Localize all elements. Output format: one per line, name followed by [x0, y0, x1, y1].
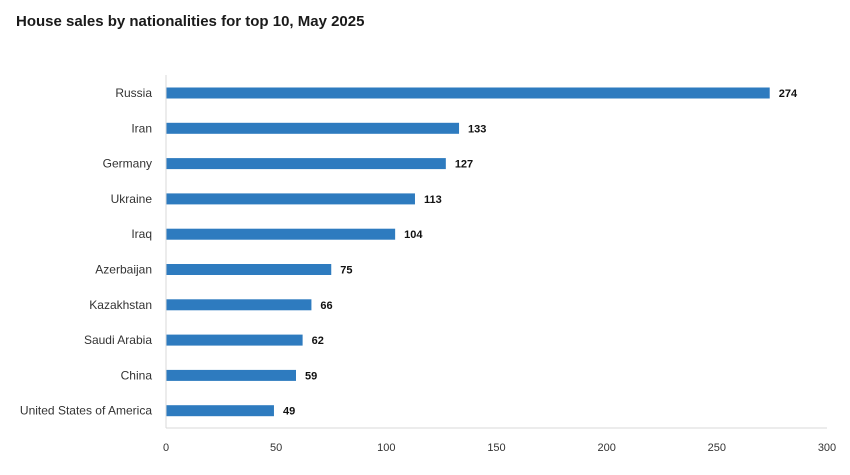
data-label: 75 [340, 265, 352, 277]
data-label: 104 [404, 229, 423, 241]
bar [166, 299, 312, 311]
category-label: China [121, 368, 153, 382]
x-tick-label: 300 [818, 442, 836, 454]
x-tick-label: 100 [377, 442, 395, 454]
data-label: 49 [283, 406, 295, 418]
category-label: Russia [115, 86, 152, 100]
chart-title: House sales by nationalities for top 10,… [16, 13, 365, 30]
category-label: Iran [131, 121, 152, 135]
data-label: 133 [468, 123, 486, 135]
category-label: Azerbaijan [95, 263, 152, 277]
bar [166, 264, 332, 275]
x-tick-label: 150 [487, 442, 505, 454]
x-tick-label: 50 [270, 442, 282, 454]
bar [166, 334, 303, 346]
data-label: 62 [312, 335, 324, 347]
data-label: 113 [424, 194, 442, 206]
bar [166, 228, 396, 240]
category-label: Saudi Arabia [84, 333, 152, 347]
category-label: United States of America [20, 404, 152, 418]
category-labels: Russia Iran Germany Ukraine Iraq Azerbaijan Ka… [20, 86, 152, 418]
bar [166, 193, 415, 205]
data-label: 127 [455, 159, 473, 171]
x-axis: 0 50 100 150 200 250 300 [163, 75, 836, 454]
category-label: Germany [103, 157, 152, 171]
x-tick-label: 250 [708, 442, 726, 454]
category-label: Iraq [131, 227, 152, 241]
data-label: 59 [305, 370, 317, 382]
bars-layer [166, 87, 770, 417]
category-label: Kazakhstan [89, 298, 152, 312]
data-label: 66 [320, 300, 332, 312]
bar [166, 369, 296, 381]
category-label: Ukraine [111, 192, 153, 206]
x-tick-label: 200 [597, 442, 615, 454]
bar [166, 122, 460, 134]
bar [166, 87, 770, 99]
value-labels: 274 133 127 113 104 75 66 62 59 49 [283, 88, 798, 418]
x-tick-label: 0 [163, 442, 169, 454]
bar [166, 405, 274, 417]
bar [166, 158, 446, 170]
data-label: 274 [779, 88, 798, 100]
